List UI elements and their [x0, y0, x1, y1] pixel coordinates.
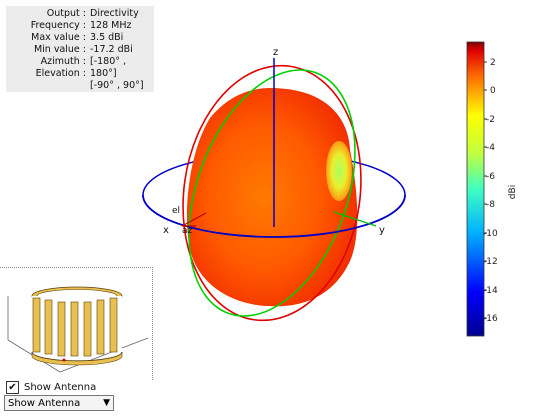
- x-axis-line: [181, 212, 207, 227]
- info-panel: Output : Directivity Frequency : 128 MHz…: [6, 6, 154, 92]
- colorbar-tick-label: -14: [483, 286, 498, 296]
- colorbar-tick-label: -4: [486, 143, 495, 153]
- elevation-ring-red: [182, 64, 362, 322]
- lobe-null-region: [326, 141, 352, 201]
- dropdown-selected-value: Show Antenna: [8, 397, 81, 409]
- show-antenna-checkbox[interactable]: ✔: [6, 381, 19, 394]
- azimuth-ring-front: [142, 194, 406, 238]
- az-label: az: [182, 226, 193, 236]
- colorbar-tick-label: -10: [483, 229, 498, 239]
- el-label: el: [172, 206, 180, 216]
- colorbar-tick-label: -6: [486, 172, 495, 182]
- y-axis-label: y: [379, 225, 385, 236]
- show-antenna-checkbox-row[interactable]: ✔ Show Antenna: [6, 381, 96, 394]
- colorbar-tick-label: -16: [483, 314, 498, 324]
- colorbar-ticks: [484, 61, 487, 319]
- y-axis-line: [333, 211, 377, 227]
- elevation-ring-green: [188, 69, 356, 317]
- colorbar-unit-label: dBi: [508, 185, 518, 199]
- colorbar-tick-label: 0: [490, 86, 496, 96]
- antenna-display-dropdown[interactable]: Show Antenna ▼: [4, 395, 114, 411]
- radiation-lobe: [186, 88, 358, 307]
- colorbar-tick-label: -2: [486, 115, 495, 125]
- antenna-preview: [7, 286, 149, 373]
- colorbar-tick-label: -8: [486, 200, 495, 210]
- chevron-down-icon[interactable]: ▼: [103, 398, 110, 408]
- show-antenna-label: Show Antenna: [24, 382, 97, 393]
- x-axis-label: x: [163, 225, 169, 236]
- colorbar: [466, 41, 485, 337]
- z-axis-label: z: [273, 47, 278, 58]
- colorbar-tick-label: 2: [490, 58, 496, 68]
- antenna-preview-panel: [0, 267, 153, 380]
- colorbar-tick-label: -12: [483, 257, 498, 267]
